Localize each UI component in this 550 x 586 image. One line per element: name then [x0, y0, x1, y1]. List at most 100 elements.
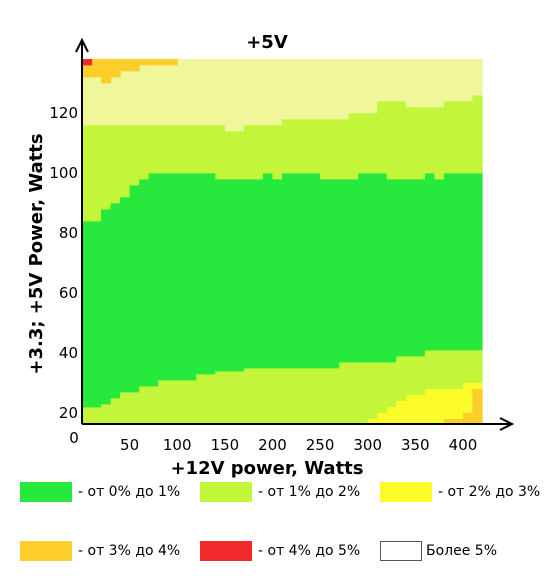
region-cell-green: [120, 197, 131, 393]
region-cell-green: [272, 179, 283, 369]
region-cell-high: [415, 107, 426, 180]
region-cell-light: [253, 59, 264, 126]
region-cell-light: [339, 59, 350, 120]
region-cell-orange-low: [443, 419, 455, 425]
region-cell-green: [320, 179, 331, 369]
region-cell-green: [434, 179, 445, 351]
region-cell-light: [82, 59, 93, 126]
region-cell-low: [291, 368, 302, 425]
region-cell-green: [405, 179, 416, 357]
region-cell-low: [224, 371, 235, 425]
region-cell-high: [358, 113, 369, 174]
region-cell-high: [177, 125, 188, 174]
x-tick-label: 350: [401, 436, 430, 454]
region-cell-light: [462, 59, 474, 102]
region-cell-low: [148, 386, 159, 425]
region-cell-yellow: [377, 413, 388, 425]
region-cell-light: [348, 59, 359, 114]
region-cell-high: [148, 125, 159, 174]
region-cell-orange: [91, 59, 102, 78]
region-cell-light: [310, 59, 321, 120]
region-cell-light: [291, 59, 302, 120]
region-cell-low: [272, 368, 283, 425]
region-cell-high: [120, 125, 131, 198]
region-cell-low: [358, 362, 369, 425]
region-cell-low: [120, 392, 131, 425]
axes: [75, 37, 515, 431]
region-cell-green: [196, 173, 207, 375]
region-cell-orange: [158, 59, 169, 66]
region-cell-green: [472, 173, 483, 351]
region-cell-low: [434, 350, 445, 425]
region-cell-orange: [82, 59, 93, 78]
y-tick-label: 20: [59, 404, 78, 422]
x-axis-arrow: [499, 417, 515, 431]
region-cell-high: [262, 125, 274, 174]
region-cell-green: [396, 179, 407, 357]
region-cell-green: [215, 179, 226, 372]
region-cell-high: [462, 101, 474, 174]
region-cell-orange-low: [462, 413, 474, 425]
region-cell-green: [129, 185, 140, 393]
y-tick-label: 120: [49, 104, 78, 122]
region-cell-high: [186, 125, 197, 174]
region-cell-green: [424, 173, 435, 351]
region-cell-light: [443, 59, 455, 102]
x-tick-label: 250: [306, 436, 335, 454]
tick-labels: 0 50 100 150 200 250 300 350 400 20 40 60 80 100 120: [49, 104, 477, 454]
region-cell-green: [110, 203, 121, 399]
region-cell-high: [367, 113, 378, 174]
region-cell-high: [329, 119, 340, 180]
region-cell-light: [215, 59, 226, 126]
region-cell-low: [243, 368, 255, 425]
region-cell-high: [282, 119, 293, 174]
y-tick-label: 40: [59, 344, 78, 362]
region-cell-yellow: [415, 395, 426, 425]
region-cell-light: [358, 59, 369, 114]
region-cell-green: [234, 179, 245, 372]
x-tick-label: 300: [353, 436, 382, 454]
region-cell-low: [253, 368, 264, 425]
region-cell-green: [415, 179, 426, 357]
region-cell-high: [205, 125, 216, 174]
region-cell-low: [196, 374, 207, 425]
region-cell-light: [139, 59, 150, 126]
region-cell-green: [348, 179, 359, 363]
region-cell-high: [453, 101, 464, 174]
region-cell-low: [424, 350, 435, 425]
region-cell-green: [310, 173, 321, 369]
region-cell-low: [167, 380, 178, 425]
region-cell-orange: [101, 59, 112, 84]
region-cell-low: [348, 362, 359, 425]
x-axis-title: +12V power, Watts: [170, 458, 363, 479]
region-cell-light: [301, 59, 312, 120]
region-cell-light: [320, 59, 331, 120]
region-cell-green: [148, 173, 159, 387]
region-cell-green: [101, 209, 112, 405]
region-cell-low: [186, 380, 197, 425]
region-cell-low: [110, 398, 121, 425]
region-cell-green: [377, 173, 388, 363]
region-cell-yellow: [367, 419, 378, 425]
region-cell-green: [443, 173, 455, 351]
region-cell-low: [329, 368, 340, 425]
region-cell-green: [243, 179, 255, 369]
y-tick-label: 80: [59, 224, 78, 242]
region-cell-light: [396, 59, 407, 102]
region-cell-high: [320, 119, 331, 180]
region-cell-green: [205, 173, 216, 375]
region-cell-light: [472, 59, 483, 96]
region-cell-yellow: [434, 389, 445, 425]
region-cell-green: [386, 179, 397, 363]
region-cell-high: [291, 119, 302, 174]
region-cell-light: [205, 59, 216, 126]
region-cell-light: [167, 59, 178, 126]
region-cell-yellow: [443, 389, 455, 425]
region-cell-green: [367, 173, 378, 363]
region-cell-low: [139, 386, 150, 425]
region-cell-light: [234, 59, 245, 132]
region-cell-high: [272, 125, 283, 180]
region-cell-light: [177, 59, 188, 126]
region-cell-green: [282, 173, 293, 369]
